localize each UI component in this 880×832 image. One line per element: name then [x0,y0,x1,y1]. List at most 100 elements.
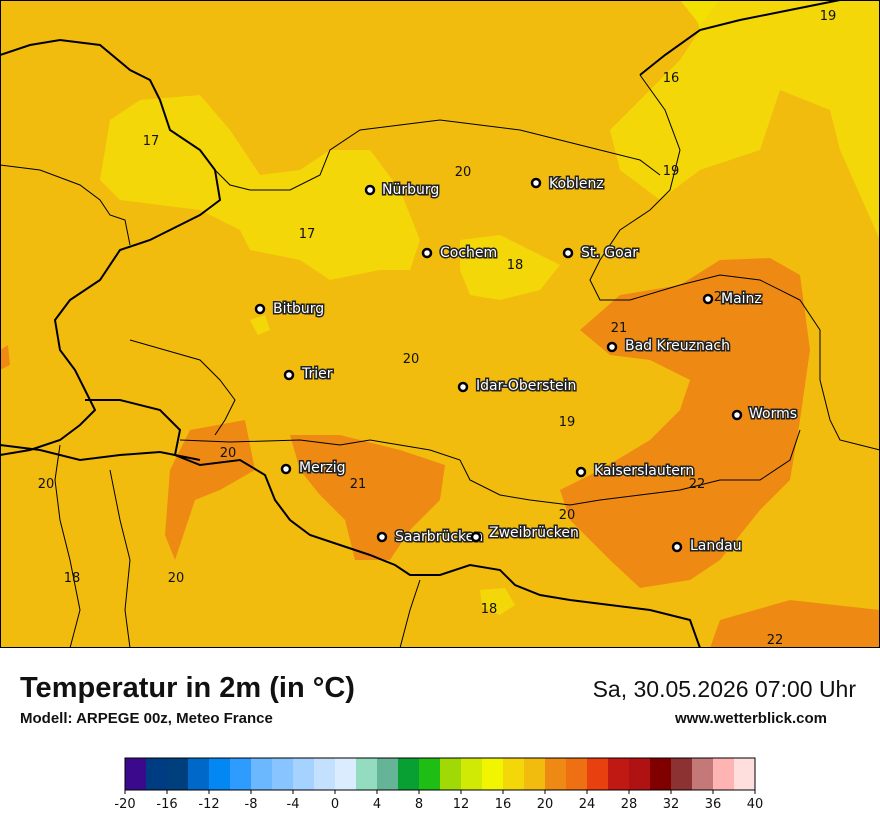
legend-swatch [125,758,147,790]
city-worms: Worms [731,405,799,424]
city-label: Bad Kreuznach [625,338,730,354]
legend-border [124,757,756,791]
state-border [54,444,81,649]
legend-tick-label: -4 [287,797,300,812]
state-border [0,164,131,246]
city-label: Landau [690,538,742,554]
state-border [214,119,661,191]
city-label: Saarbrücken [395,529,483,545]
city-label: St. Goar [581,245,638,261]
city-label: Bitburg [273,301,324,317]
country-border [639,0,841,76]
isotherm-label: 20 [455,165,472,180]
city-label: Merzig [299,460,346,476]
legend-tick-label: 0 [331,797,339,812]
legend-tick-label: 24 [579,797,596,812]
isotherm-label: 20 [220,446,237,461]
legend-tick-label: -16 [156,797,177,812]
legend-swatch [398,758,420,790]
legend-swatch [650,758,672,790]
legend-swatch [608,758,630,790]
legend-tick-label: 20 [537,797,554,812]
state-border [399,579,421,649]
isotherm-label: 17 [143,134,160,149]
legend-swatch [419,758,441,790]
city-label: Mainz [721,291,762,307]
isotherm-label: 21 [350,477,367,492]
city-saarbruecken: Saarbrücken [376,528,485,547]
isotherm-label: 20 [403,352,420,367]
legend-swatch [734,758,756,790]
footer: Temperatur in 2m (in °C) Modell: ARPEGE … [0,648,880,830]
country-border [0,444,201,462]
legend-swatch [461,758,483,790]
legend-tick-label: -12 [198,797,219,812]
legend-swatch [230,758,252,790]
isotherm-label: 19 [559,415,576,430]
state-border [129,339,236,436]
isotherm-label: 22 [767,633,784,648]
city-bad-kreuznach: Bad Kreuznach [606,337,732,356]
isotherm-label: 16 [663,71,680,86]
legend-swatch [251,758,273,790]
legend-swatch [272,758,294,790]
legend-tick-label: 40 [747,797,764,812]
legend-swatch [524,758,546,790]
legend-swatch [293,758,315,790]
isotherm-label: 18 [507,258,524,273]
city-kaiserslautern: Kaiserslautern [575,462,696,481]
legend-tick-label: 12 [453,797,470,812]
city-label: Kaiserslautern [594,463,694,479]
isotherm-label: 21 [611,321,628,336]
city-mainz: Mainz [702,290,763,309]
valid-datetime: Sa, 30.05.2026 07:00 Uhr [592,676,856,702]
legend-tick-label: 4 [373,797,381,812]
isotherm-label: 19 [820,9,837,24]
city-bitburg: Bitburg [254,300,326,319]
legend-swatch [587,758,609,790]
isotherm-label: 21 [714,290,731,305]
isotherm-label: 17 [299,227,316,242]
city-label: Trier [301,366,333,382]
state-border [179,429,801,506]
website-link[interactable]: www.wetterblick.com [675,710,827,727]
legend-tick-label: 32 [663,797,680,812]
city-zweibruecken: Zweibrücken [470,524,580,543]
legend-tick-label: 8 [415,797,423,812]
city-landau: Landau [671,537,743,556]
legend-swatch [335,758,357,790]
isotherm-labels: 19 16 17 20 19 17 18 21 21 20 19 20 20 2… [38,9,837,648]
city-idar-oberstein: Idar-Oberstein [457,377,578,396]
legend-swatch [314,758,336,790]
legend-swatch [209,758,231,790]
isotherm-label: 19 [663,164,680,179]
legend-swatch [566,758,588,790]
city-nuerburg: Nürburg [364,181,441,200]
isotherm-label: 20 [559,508,576,523]
isotherm-label: 20 [168,571,185,586]
city-label: Nürburg [382,182,439,198]
legend-swatch [356,758,378,790]
map-title: Temperatur in 2m (in °C) [20,672,355,704]
city-koblenz: Koblenz [530,175,605,194]
isotherm-label: 18 [64,571,81,586]
legend-swatch [692,758,714,790]
country-border [0,38,222,456]
city-label: Zweibrücken [489,525,579,541]
legend-swatch [545,758,567,790]
legend-swatch [167,758,189,790]
city-label: Idar-Oberstein [476,378,576,394]
city-label: Koblenz [549,176,604,192]
city-label: Cochem [440,245,497,261]
legend-tick-label: -20 [114,797,135,812]
temp-zone-16 [100,0,880,615]
city-cochem: Cochem [421,244,499,263]
city-st-goar: St. Goar [562,244,640,263]
temp-zone-22 [0,258,880,648]
temperature-map: 19 16 17 20 19 17 18 21 21 20 19 20 20 2… [0,0,880,649]
isotherm-label: 18 [481,602,498,617]
legend-swatch [671,758,693,790]
legend-swatch [146,758,168,790]
isotherm-label: 22 [689,477,706,492]
legend-swatch [503,758,525,790]
